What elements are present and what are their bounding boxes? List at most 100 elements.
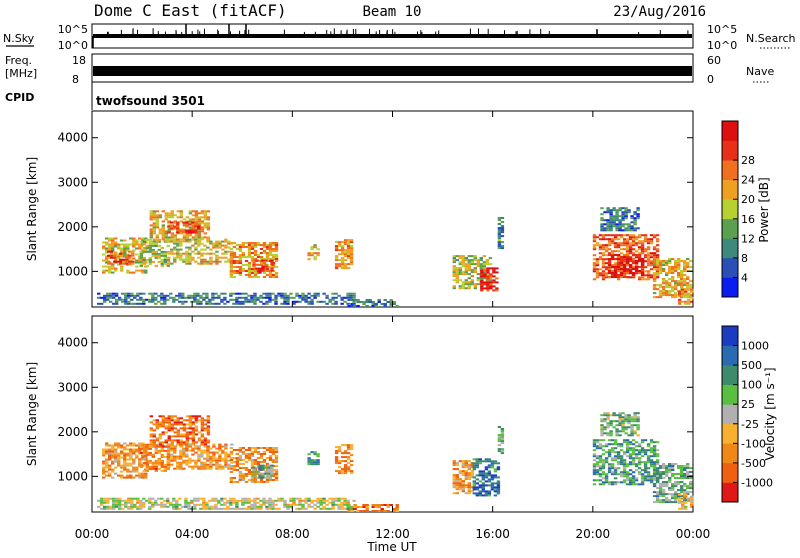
power-cell [268, 246, 273, 248]
velocity-cell [238, 471, 243, 473]
power-cell [206, 238, 210, 241]
power-cell [250, 298, 254, 301]
power-cell [658, 272, 663, 274]
power-cell [221, 240, 225, 243]
power-cell [217, 302, 221, 305]
power-cell [203, 212, 208, 215]
velocity-cell [185, 415, 190, 418]
velocity-cell [268, 501, 272, 504]
velocity-cell [271, 507, 275, 510]
power-cell [343, 296, 347, 299]
velocity-cell [179, 421, 183, 424]
velocity-cell [256, 453, 261, 455]
velocity-cell [141, 472, 145, 475]
power-cell [486, 289, 490, 292]
velocity-cell [636, 412, 640, 415]
power-cell [102, 271, 106, 274]
velocity-cell [625, 445, 630, 448]
power-cell [126, 269, 130, 272]
velocity-cell [148, 507, 152, 510]
velocity-cell [598, 447, 603, 450]
velocity-cell [497, 444, 502, 447]
power-cell [307, 302, 311, 305]
velocity-cell [187, 505, 191, 508]
power-cell [365, 299, 369, 301]
velocity-cell [600, 426, 604, 429]
velocity-cell [155, 437, 159, 440]
velocity-cell [167, 417, 171, 420]
power-cell [307, 296, 311, 299]
power-cell [205, 302, 209, 305]
velocity-cell [665, 469, 669, 471]
power-cell [185, 262, 189, 265]
power-cell [238, 272, 243, 274]
beam-title: Beam 10 [362, 4, 421, 20]
power-cell [286, 294, 290, 297]
power-cell [371, 305, 375, 307]
velocity-cell [149, 439, 153, 442]
power-cell [628, 256, 633, 259]
power-cell [668, 294, 672, 297]
velocity-cell [280, 497, 284, 500]
power-cell [495, 281, 499, 284]
velocity-cell [622, 479, 627, 482]
power-cell [191, 250, 195, 253]
power-cell [123, 253, 127, 256]
velocity-cell [496, 482, 501, 485]
velocity-cell [173, 449, 177, 452]
velocity-cell [265, 449, 270, 451]
velocity-cell [149, 435, 153, 438]
velocity-cell [191, 467, 195, 470]
velocity-cell [268, 447, 273, 449]
power-cell [274, 300, 278, 303]
power-cell [340, 253, 345, 256]
velocity-cell [136, 499, 140, 502]
velocity-cell [179, 467, 183, 470]
power-cell [480, 285, 484, 288]
velocity-cell [595, 441, 600, 444]
power-cell [622, 248, 627, 251]
power-cell [205, 296, 209, 299]
velocity-cell [109, 497, 113, 500]
velocity-cell [337, 462, 342, 465]
power-cell [607, 244, 612, 247]
velocity-cell [643, 469, 648, 472]
velocity-cell [634, 457, 639, 460]
power-cell [328, 300, 332, 303]
power-cell [194, 248, 198, 251]
power-cell [214, 292, 218, 295]
velocity-cell [261, 474, 265, 477]
power-cell [500, 225, 505, 227]
velocity-cell [223, 501, 227, 504]
velocity-cell [337, 448, 342, 451]
velocity-cell [268, 457, 273, 459]
velocity-cell [310, 461, 314, 464]
power-cell [340, 257, 345, 260]
power-cell [105, 241, 109, 244]
power-cell [206, 236, 211, 239]
velocity-cell [671, 483, 675, 485]
power-cell [622, 274, 627, 276]
velocity-cell [149, 441, 153, 444]
velocity-cell [135, 470, 139, 473]
velocity-cell [206, 467, 210, 470]
velocity-cell [637, 463, 642, 466]
power-cell [200, 220, 205, 223]
velocity-cell [100, 497, 104, 500]
power-cell [486, 281, 490, 284]
power-cell [110, 262, 114, 265]
power-cell [600, 213, 604, 216]
velocity-cell [592, 439, 597, 442]
velocity-cell [209, 457, 213, 460]
velocity-cell [661, 499, 666, 502]
power-cell [668, 282, 672, 285]
velocity-cell [680, 475, 684, 477]
power-cell [640, 234, 645, 237]
velocity-cell [646, 449, 651, 452]
velocity-cell [163, 467, 167, 470]
power-cell [117, 247, 121, 250]
velocity-cell [500, 436, 505, 439]
velocity-cell [151, 463, 155, 466]
power-cell [392, 303, 396, 305]
velocity-cell [176, 419, 180, 422]
